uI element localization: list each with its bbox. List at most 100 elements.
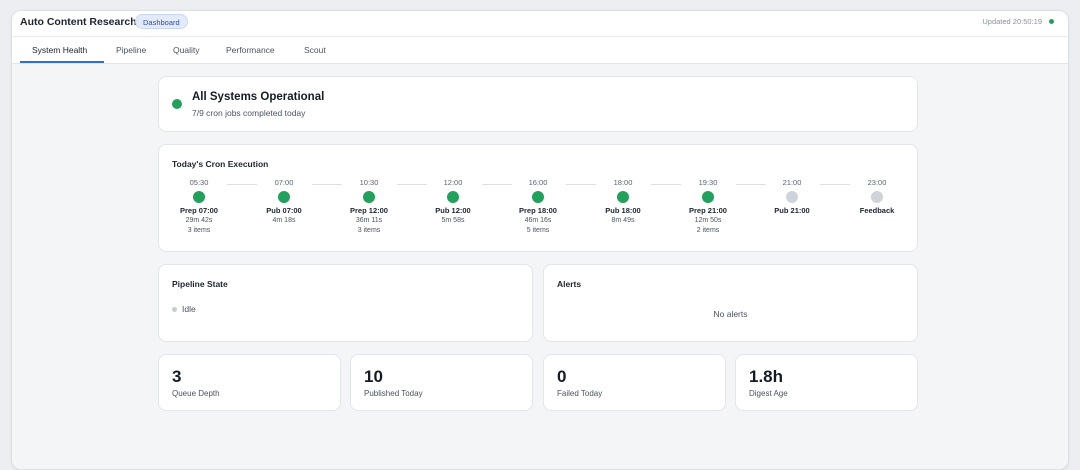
cron-job[interactable]: 19:30 Prep 21:00 12m 50s 2 items [673, 178, 743, 236]
cron-items [418, 226, 488, 236]
cron-job[interactable]: 10:30 Prep 12:00 36m 11s 3 items [334, 178, 404, 236]
cron-job[interactable]: 12:00 Pub 12:00 5m 58s [418, 178, 488, 236]
cron-duration: 5m 58s [441, 217, 465, 224]
cron-name: Prep 18:00 [519, 206, 557, 215]
tab-pipeline[interactable]: Pipeline [116, 45, 147, 55]
cron-complete-icon [363, 191, 375, 203]
cron-name: Pub 07:00 [266, 206, 302, 215]
cron-pending-icon [871, 191, 883, 203]
stat-card-digest-age: 1.8h Digest Age [735, 354, 918, 411]
cron-connector [482, 184, 512, 185]
cron-time: 12:00 [443, 178, 463, 187]
top-bar: Auto Content Research Dashboard Updated … [12, 11, 1068, 37]
cron-job[interactable]: 07:00 Pub 07:00 4m 18s [249, 178, 319, 236]
stat-value: 10 [364, 367, 383, 386]
status-ok-icon [172, 99, 182, 109]
cron-time: 18:00 [613, 178, 633, 187]
cron-job[interactable]: 23:00 Feedback [842, 178, 912, 236]
tab-performance[interactable]: Performance [226, 45, 275, 55]
cron-pending-icon [786, 191, 798, 203]
cron-time: 21:00 [782, 178, 802, 187]
cron-complete-icon [532, 191, 544, 203]
cron-complete-icon [278, 191, 290, 203]
cron-time: 23:00 [867, 178, 887, 187]
cron-connector [736, 184, 766, 185]
cron-items [588, 226, 658, 236]
cron-duration: 46m 16s [524, 217, 552, 224]
pipeline-state-value: Idle [182, 304, 196, 314]
stat-value: 1.8h [749, 367, 784, 386]
cron-items [842, 226, 912, 236]
status-subtitle: 7/9 cron jobs completed today [192, 108, 306, 118]
cron-duration: 36m 11s [355, 217, 383, 224]
cron-items [249, 226, 319, 236]
dashboard-badge: Dashboard [135, 14, 188, 29]
cron-complete-icon [702, 191, 714, 203]
pipeline-card-title: Pipeline State [172, 279, 228, 289]
cron-complete-icon [193, 191, 205, 203]
stat-label: Failed Today [557, 389, 603, 398]
cron-time: 10:30 [359, 178, 379, 187]
cron-duration: 12m 50s [694, 217, 722, 224]
tab-bar: System Health Pipeline Quality Performan… [12, 37, 1068, 64]
stat-card-failed-today: 0 Failed Today [543, 354, 726, 411]
cron-card-title: Today's Cron Execution [172, 159, 269, 169]
cron-items: 5 items [526, 227, 550, 234]
cron-items: 3 items [357, 227, 381, 234]
stat-label: Published Today [364, 389, 423, 398]
updated-timestamp: Updated 20:50:19 [982, 17, 1042, 26]
cron-items: 2 items [696, 227, 720, 234]
app-title: Auto Content Research [20, 16, 137, 28]
alerts-card-title: Alerts [557, 279, 582, 289]
live-status-dot [1049, 19, 1054, 24]
cron-time: 16:00 [528, 178, 548, 187]
cron-complete-icon [617, 191, 629, 203]
no-alerts-message: No alerts [713, 309, 748, 319]
cron-time: 07:00 [274, 178, 294, 187]
stat-label: Queue Depth [172, 389, 220, 398]
cron-duration [757, 216, 827, 226]
cron-time: 19:30 [698, 178, 718, 187]
cron-job[interactable]: 16:00 Prep 18:00 46m 16s 5 items [503, 178, 573, 236]
cron-name: Pub 12:00 [435, 206, 471, 215]
cron-items: 3 items [187, 227, 211, 234]
status-title: All Systems Operational [192, 91, 325, 103]
tab-system-health[interactable]: System Health [32, 45, 88, 55]
cron-execution-card: Today's Cron Execution 05:30 Prep 07:00 … [158, 144, 918, 252]
cron-connector [227, 184, 257, 185]
tab-quality[interactable]: Quality [173, 45, 200, 55]
stat-label: Digest Age [749, 389, 788, 398]
cron-connector [820, 184, 850, 185]
stat-value: 3 [172, 367, 182, 386]
pipeline-state-card: Pipeline State Idle [158, 264, 533, 342]
cron-duration [842, 216, 912, 226]
cron-complete-icon [447, 191, 459, 203]
cron-connector [651, 184, 681, 185]
cron-name: Prep 12:00 [350, 206, 388, 215]
cron-name: Feedback [859, 206, 895, 215]
cron-name: Prep 21:00 [689, 206, 727, 215]
app-window: Auto Content Research Dashboard Updated … [11, 10, 1069, 470]
cron-name: Prep 07:00 [180, 206, 218, 215]
cron-job[interactable]: 18:00 Pub 18:00 8m 49s [588, 178, 658, 236]
cron-duration: 29m 42s [185, 217, 213, 224]
stat-card-queue-depth: 3 Queue Depth [158, 354, 341, 411]
cron-job[interactable]: 05:30 Prep 07:00 29m 42s 3 items [164, 178, 234, 236]
active-tab-indicator [20, 61, 104, 63]
alerts-card: Alerts No alerts [543, 264, 918, 342]
cron-name: Pub 21:00 [774, 206, 810, 215]
cron-connector [566, 184, 596, 185]
idle-status-icon [172, 307, 177, 312]
cron-items [757, 226, 827, 236]
cron-job[interactable]: 21:00 Pub 21:00 [757, 178, 827, 236]
cron-duration: 8m 49s [611, 217, 635, 224]
stat-card-published-today: 10 Published Today [350, 354, 533, 411]
stat-value: 0 [557, 367, 567, 386]
cron-connector [397, 184, 427, 185]
cron-name: Pub 18:00 [605, 206, 641, 215]
system-status-card: All Systems Operational 7/9 cron jobs co… [158, 76, 918, 132]
cron-duration: 4m 18s [272, 217, 296, 224]
cron-time: 05:30 [189, 178, 209, 187]
cron-connector [312, 184, 342, 185]
tab-scout[interactable]: Scout [304, 45, 326, 55]
